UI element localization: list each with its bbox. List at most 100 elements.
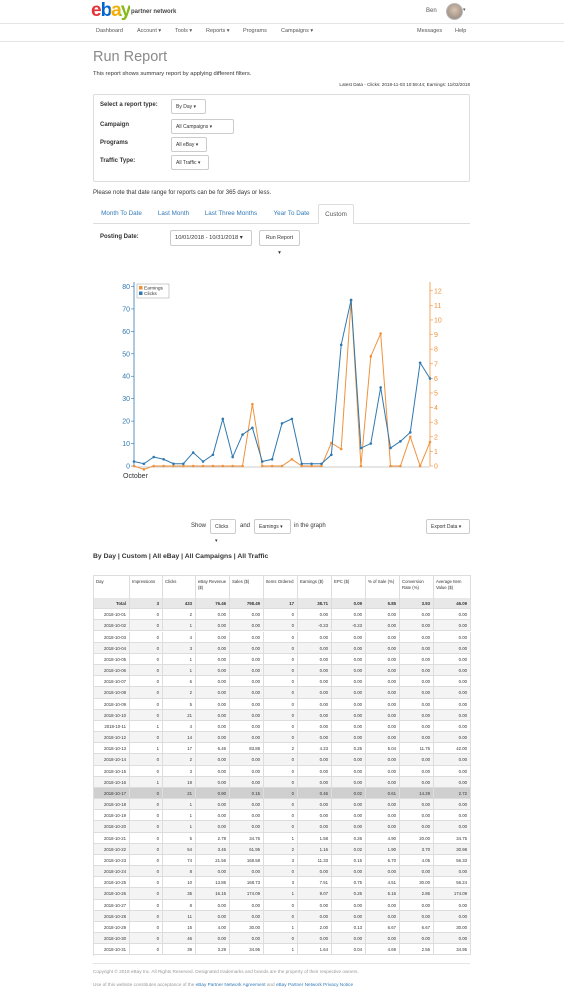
table-cell: 0.00 xyxy=(366,799,400,811)
table-cell: 0.00 xyxy=(400,810,434,822)
table-cell: 2.56 xyxy=(400,944,434,956)
tab[interactable]: Custom xyxy=(318,204,354,224)
filter-select[interactable]: All eBay xyxy=(171,137,207,152)
table-cell: 0.00 xyxy=(196,620,230,632)
table-cell: 9.07 xyxy=(298,888,332,900)
table-cell: 0.00 xyxy=(196,866,230,878)
nav-link[interactable]: Campaigns xyxy=(281,28,313,34)
legend-box xyxy=(136,283,170,299)
column-header[interactable]: Earnings ($) xyxy=(298,576,332,599)
table-cell: 0.75 xyxy=(332,877,366,889)
filter-select[interactable]: All Campaigns xyxy=(171,119,234,134)
point xyxy=(142,462,146,466)
point xyxy=(221,417,225,421)
total-cell: 0.09 xyxy=(332,598,366,610)
column-header[interactable]: eBay Revenue ($) xyxy=(196,576,230,599)
agreement-link[interactable]: eBay Partner Network Agreement xyxy=(195,982,266,987)
column-header[interactable]: Clicks xyxy=(163,576,196,599)
y2-tick-label: 12 xyxy=(434,288,442,295)
nav-link[interactable]: Programs xyxy=(243,28,267,34)
table-cell: 2018-10-18 xyxy=(94,799,130,811)
filter-select[interactable]: All Traffic xyxy=(171,155,209,170)
user-name[interactable]: Ben xyxy=(426,8,437,14)
y2-tick-label: 6 xyxy=(434,376,438,383)
table-cell: 0 xyxy=(130,787,163,800)
terms-and: and xyxy=(266,982,275,987)
point xyxy=(389,464,392,468)
table-cell: 0 xyxy=(130,888,163,900)
table-cell: 2018-10-31 xyxy=(94,944,130,956)
avatar[interactable] xyxy=(446,3,463,20)
nav-link[interactable]: Messages xyxy=(417,28,443,34)
table-cell: 0.00 xyxy=(332,609,366,621)
point xyxy=(408,431,412,434)
table-cell: 0.00 xyxy=(400,687,434,699)
table-cell: 0.00 xyxy=(230,776,264,788)
y2-tick-label: 1 xyxy=(434,449,438,456)
column-header[interactable]: Sales ($) xyxy=(230,576,264,599)
table-cell: 2 xyxy=(264,743,298,755)
nav-link[interactable]: Tools xyxy=(175,28,192,34)
filter-select[interactable]: By Day xyxy=(171,99,206,114)
table-cell: 0.00 xyxy=(298,910,332,922)
tab[interactable]: Month To Date xyxy=(101,210,142,217)
table-cell: 0.00 xyxy=(332,899,366,911)
column-header[interactable]: % of Sale (%) xyxy=(366,576,400,599)
column-header[interactable]: Impressions xyxy=(130,576,163,599)
table-cell: 0.00 xyxy=(366,899,400,911)
table-cell: 0.00 xyxy=(400,642,434,654)
y2-tick-label: 7 xyxy=(434,361,438,368)
table-cell: 1 xyxy=(163,653,196,665)
nav-link[interactable]: Reports xyxy=(206,28,230,34)
table-cell: 0.00 xyxy=(332,799,366,811)
logo[interactable]: ebay xyxy=(91,0,131,21)
privacy-link[interactable]: eBay Partner Network Privacy Notice xyxy=(275,982,354,987)
y-tick-label: 80 xyxy=(122,284,130,291)
table-cell: 0.00 xyxy=(366,676,400,688)
table-cell: 0 xyxy=(130,676,163,688)
nav-link[interactable]: Help xyxy=(455,28,467,34)
point xyxy=(201,460,205,463)
table-cell: 0.00 xyxy=(196,709,230,721)
column-header[interactable]: EPC ($) xyxy=(332,576,366,599)
table-cell: 19 xyxy=(163,776,196,788)
metric1-select[interactable]: Clicks xyxy=(210,519,236,534)
point xyxy=(182,462,185,466)
nav-link[interactable]: Dashboard xyxy=(96,28,123,34)
column-header[interactable]: Day xyxy=(94,576,130,599)
table-cell: 56.33 xyxy=(434,854,471,867)
table-cell: 1 xyxy=(163,810,196,822)
nav-link[interactable]: Account xyxy=(137,28,161,34)
table-cell: 0.00 xyxy=(298,631,332,643)
table-cell: 0.00 xyxy=(400,732,434,744)
tab[interactable]: Last Month xyxy=(157,210,190,217)
point xyxy=(379,386,382,389)
table-cell: 0.00 xyxy=(196,631,230,643)
table-cell: 74 xyxy=(163,854,196,867)
table-cell: 0.00 xyxy=(332,754,366,766)
table-cell: 0 xyxy=(264,899,298,911)
table-cell: 0.00 xyxy=(366,765,400,777)
table-cell: 16.15 xyxy=(196,888,230,900)
tab[interactable]: Year To Date xyxy=(273,210,310,217)
metric2-select[interactable]: Earnings xyxy=(254,519,291,534)
column-header[interactable]: Items Ordered xyxy=(264,576,298,599)
table-cell: 0.00 xyxy=(400,698,434,710)
table-cell: 1 xyxy=(163,620,196,632)
avatar-caret[interactable]: ▾ xyxy=(463,7,466,13)
table-cell: 0.00 xyxy=(366,709,400,721)
column-header[interactable]: Average Item Value ($) xyxy=(434,576,471,599)
tab[interactable]: Last Three Months xyxy=(204,210,258,217)
table-cell: 168.73 xyxy=(230,877,264,889)
table-cell: 0 xyxy=(130,933,163,945)
table-cell: 0.00 xyxy=(366,609,400,621)
export-button[interactable]: Export Data xyxy=(426,519,470,534)
table-cell: 0.00 xyxy=(434,642,471,654)
table-cell: 2018-10-01 xyxy=(94,609,130,621)
table-cell: 0.00 xyxy=(196,720,230,733)
table-cell: 0.00 xyxy=(366,620,400,632)
date-range-input[interactable]: 10/01/2018 - 10/31/2018 xyxy=(170,230,252,246)
column-header[interactable]: Conversion Rate (%) xyxy=(400,576,434,599)
table-cell: 0.00 xyxy=(400,631,434,643)
run-report-button[interactable]: Run Report xyxy=(259,230,300,246)
